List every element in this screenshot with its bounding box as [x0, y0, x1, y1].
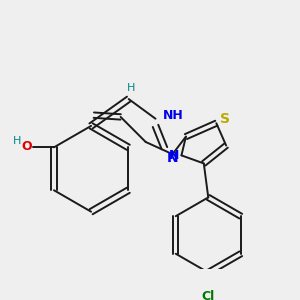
Text: H: H — [13, 136, 22, 146]
Text: N: N — [169, 149, 179, 162]
Text: Cl: Cl — [202, 290, 215, 300]
Text: S: S — [220, 112, 230, 126]
Text: H: H — [127, 83, 136, 93]
Text: N: N — [167, 151, 178, 165]
Text: NH: NH — [163, 109, 183, 122]
Text: O: O — [21, 140, 32, 153]
